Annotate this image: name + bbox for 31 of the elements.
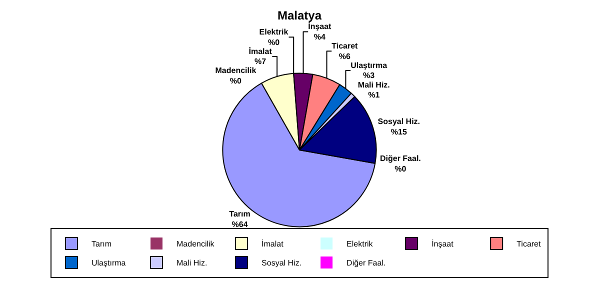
category-label: Madencilik xyxy=(215,66,256,76)
slice-label: Ulaştırma xyxy=(350,60,388,70)
category-label: Diğer Faal. xyxy=(380,154,421,163)
data-label: %64 xyxy=(232,220,248,229)
text: %0 xyxy=(268,38,280,47)
legend-label: Diğer Faal. xyxy=(346,258,386,268)
data-label: %7 xyxy=(254,57,267,66)
text: %0 xyxy=(230,76,242,86)
slice-label: Ticaret xyxy=(332,41,358,50)
slice-label: Mali Hiz. xyxy=(358,80,390,90)
legend-label: Ulaştırma xyxy=(92,258,126,268)
legend-label: Mali Hiz. xyxy=(176,258,208,268)
slice-label: İnşaat xyxy=(308,22,332,32)
legend-label: İnşaat xyxy=(432,240,454,249)
text: %0 xyxy=(394,164,406,174)
data-label: %15 xyxy=(390,127,408,136)
legend-label: Tarım xyxy=(92,240,112,249)
data-label: %4 xyxy=(314,32,326,42)
chart-title: Malatya xyxy=(277,8,322,23)
slice-label: Tarım xyxy=(229,210,250,219)
legend-label: Ticaret xyxy=(516,240,542,249)
legend-label: İmalat xyxy=(262,240,284,249)
data-label: %6 xyxy=(338,52,351,61)
legend-label: Sosyal Hiz. xyxy=(262,258,302,268)
slice-label: İmalat xyxy=(248,46,272,56)
legend-label: Madencilik xyxy=(176,240,216,249)
slice-label: Sosyal Hiz. xyxy=(378,117,420,126)
legend-label: Elektrik xyxy=(346,240,374,249)
data-label: %3 xyxy=(363,71,376,80)
data-label: %1 xyxy=(368,90,380,100)
category-label: Elektrik xyxy=(259,27,288,36)
